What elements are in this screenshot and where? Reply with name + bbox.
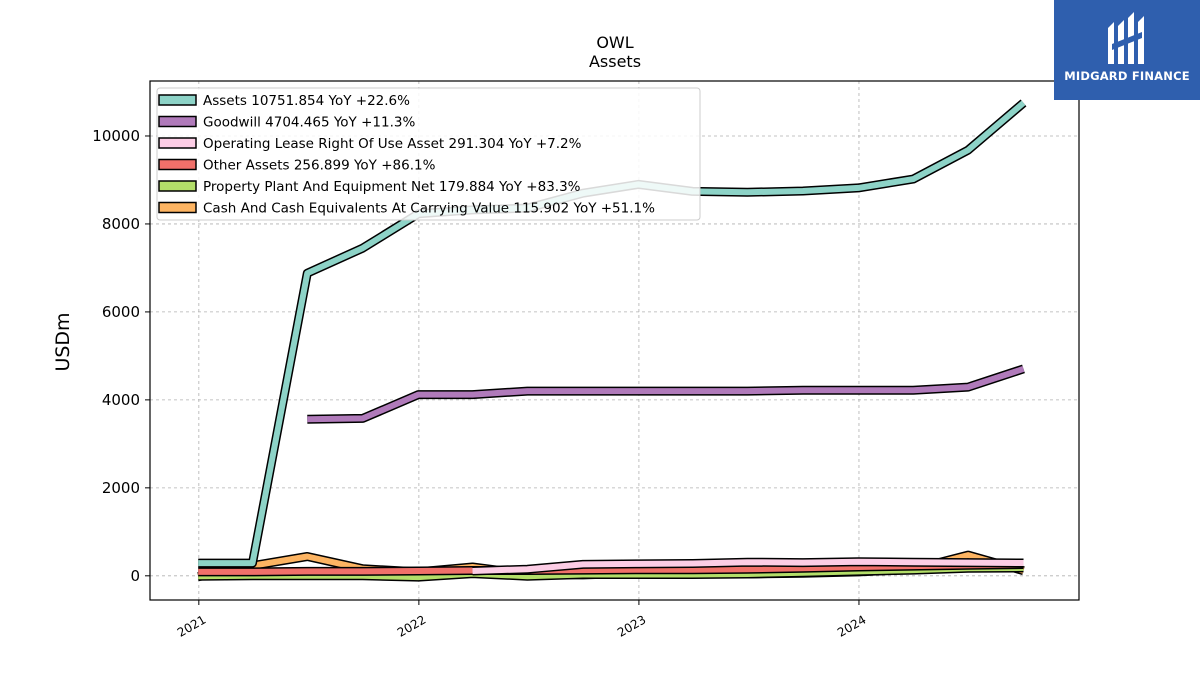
- y-tick-label: 4000: [102, 391, 140, 409]
- y-axis-label: USDm: [52, 312, 74, 371]
- y-axis-ticks: 0 2000 4000 6000 8000 10000: [92, 127, 150, 585]
- series-lines: [197, 99, 1027, 582]
- legend-box: [156, 87, 701, 221]
- legend-label: Operating Lease Right Of Use Asset 291.3…: [203, 136, 582, 152]
- x-tick-label: 2021: [175, 612, 208, 639]
- series-line: [198, 561, 1024, 575]
- series-goodwill: [307, 364, 1025, 424]
- x-axis-ticks: 2021 2022 2023 2024: [175, 600, 868, 640]
- legend-label: Cash And Cash Equivalents At Carrying Va…: [203, 201, 655, 217]
- legend-label: Other Assets 256.899 YoY +86.1%: [203, 158, 436, 174]
- series-line: [307, 366, 1025, 423]
- legend-swatch: [158, 115, 197, 128]
- y-tick-label: 6000: [102, 303, 140, 321]
- plot-frame: [149, 80, 1080, 601]
- y-tick-label: 2000: [102, 479, 140, 497]
- legend-swatch: [158, 137, 197, 149]
- x-tick-label: 2022: [395, 612, 428, 639]
- legend-swatch: [158, 158, 197, 171]
- legend-label: Goodwill 4704.465 YoY +11.3%: [203, 115, 415, 131]
- series-other-assets: [198, 560, 1024, 577]
- series-line: [472, 558, 1024, 574]
- brand-mark-icon: [1108, 12, 1144, 64]
- chart-subtitle: Assets: [589, 52, 641, 71]
- brand-logo: MIDGARD FINANCE: [1054, 0, 1200, 100]
- legend-label: Property Plant And Equipment Net 179.884…: [203, 179, 581, 195]
- series-operating-lease-right-of-use-asset: [472, 557, 1024, 576]
- legend-swatch: [158, 180, 197, 192]
- y-tick-label: 0: [130, 567, 140, 585]
- chart-title: OWL: [596, 33, 633, 52]
- x-tick-label: 2023: [615, 612, 648, 639]
- legend-swatch: [158, 94, 197, 106]
- legend-swatch: [158, 201, 197, 214]
- x-tick-label: 2024: [835, 612, 868, 639]
- legend-label: Assets 10751.854 YoY +22.6%: [203, 93, 410, 109]
- brand-logo-text: MIDGARD FINANCE: [1064, 69, 1190, 83]
- y-tick-label: 10000: [92, 127, 140, 145]
- y-tick-label: 8000: [102, 215, 140, 233]
- legend: Assets 10751.854 YoY +22.6% Goodwill 4704…: [156, 87, 701, 221]
